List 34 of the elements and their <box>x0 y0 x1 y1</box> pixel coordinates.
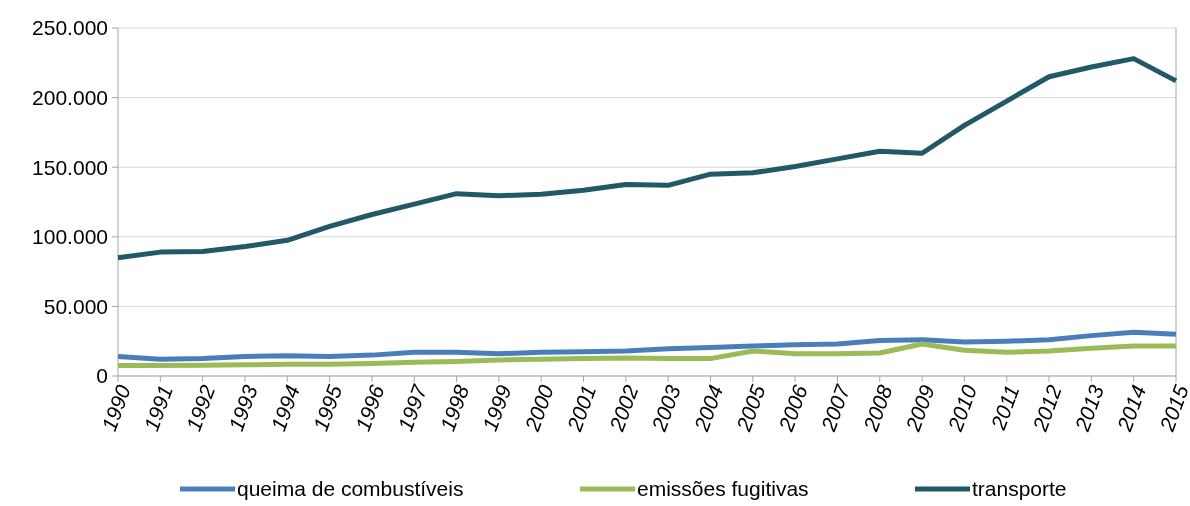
x-tick-label: 1992 <box>181 381 220 434</box>
x-tick-label: 2015 <box>1154 381 1190 435</box>
y-tick-label: 100.000 <box>32 225 108 249</box>
y-tick-label: 0 <box>96 364 108 388</box>
x-tick-label: 1993 <box>224 381 262 434</box>
x-tick-label: 2010 <box>943 381 982 435</box>
x-tick-label: 2011 <box>985 382 1024 434</box>
x-tick-label: 1998 <box>435 381 474 434</box>
x-tick-label: 2013 <box>1070 381 1109 435</box>
legend-label: queima de combustíveis <box>237 477 464 500</box>
y-tick-label: 50.000 <box>43 294 108 318</box>
x-tick-label: 2003 <box>646 381 685 435</box>
x-tick-label: 2008 <box>858 381 897 435</box>
x-tick-label: 2002 <box>604 381 643 435</box>
x-tick-label: 2009 <box>900 381 939 435</box>
x-tick-label: 1994 <box>266 382 304 434</box>
x-tick-label: 2014 <box>1112 382 1151 435</box>
legend-label: transporte <box>972 477 1067 500</box>
x-tick-label: 2004 <box>689 382 728 435</box>
x-tick-label: 1999 <box>477 381 516 434</box>
y-tick-label: 200.000 <box>32 85 108 109</box>
x-tick-label: 2007 <box>816 380 855 435</box>
x-tick-label: 1996 <box>350 381 389 434</box>
y-tick-label: 250.000 <box>32 16 108 40</box>
x-tick-label: 2001 <box>562 382 601 435</box>
x-tick-label: 1995 <box>308 381 347 434</box>
x-tick-label: 1997 <box>393 380 432 434</box>
x-tick-label: 1991 <box>139 382 177 434</box>
y-tick-label: 150.000 <box>32 155 108 179</box>
legend-label: emissões fugitivas <box>637 477 809 500</box>
x-tick-label: 2000 <box>519 381 558 435</box>
x-tick-label: 2012 <box>1027 381 1066 435</box>
x-tick-label: 2006 <box>773 381 812 435</box>
x-tick-label: 2005 <box>731 381 770 435</box>
